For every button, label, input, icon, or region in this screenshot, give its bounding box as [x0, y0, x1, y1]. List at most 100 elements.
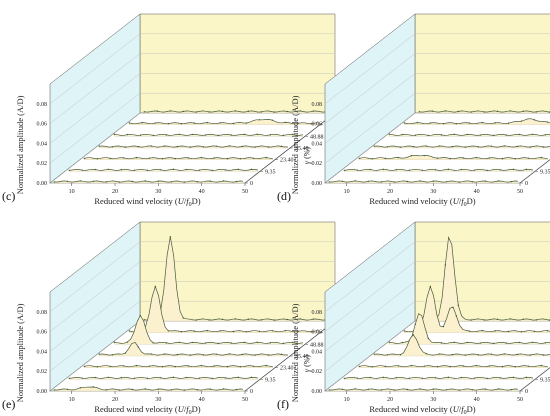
data-point [436, 366, 439, 368]
data-point [444, 110, 447, 112]
y-tick-label: 0.02 [312, 161, 323, 167]
data-point [191, 341, 194, 344]
series-line [404, 118, 550, 125]
data-point [226, 157, 229, 160]
data-point [139, 134, 142, 136]
data-point [250, 376, 253, 379]
data-point [241, 353, 244, 356]
data-point [490, 353, 493, 355]
y-tick-label: 0.02 [312, 369, 323, 375]
data-point [105, 181, 108, 183]
data-point [410, 364, 413, 367]
data-point [169, 110, 172, 112]
data-point [250, 168, 253, 171]
data-point [230, 342, 233, 344]
data-point [341, 388, 344, 390]
data-point [180, 122, 183, 125]
data-point [83, 365, 86, 368]
data-point [235, 180, 238, 183]
series-tick-label: 0 [250, 389, 253, 395]
depth-axis [244, 320, 336, 392]
data-point [260, 111, 263, 113]
depth-axis-label: γ (%) [303, 147, 312, 164]
x-axis-label: Reduced wind velocity (U/f0D) [94, 404, 200, 416]
y-axis-label: Normalized amplitude (A/D) [290, 95, 300, 194]
data-point [503, 145, 506, 147]
data-point [328, 389, 331, 391]
data-point [230, 134, 233, 136]
data-point [514, 158, 517, 160]
data-point [154, 285, 157, 288]
data-point [211, 169, 214, 172]
data-point [124, 146, 127, 148]
x-tick-label: 30 [430, 189, 436, 195]
data-point [438, 145, 441, 147]
data-point [124, 352, 127, 354]
data-point [258, 119, 261, 121]
data-point [343, 169, 346, 172]
series-tick-label: 0 [525, 389, 528, 395]
data-point [150, 353, 153, 355]
data-point [232, 330, 235, 333]
data-point [245, 122, 248, 124]
data-point [444, 264, 447, 266]
data-point [442, 122, 445, 125]
data-point [133, 169, 136, 172]
data-point [273, 111, 276, 113]
data-point [217, 134, 220, 137]
data-point [193, 330, 196, 332]
data-point [501, 365, 504, 368]
data-point [211, 377, 214, 380]
chart-panel-1: 0.000.020.040.060.08102030405010064.3648… [2, 13, 349, 208]
series-line [329, 388, 518, 391]
x-tick-label: 40 [474, 397, 480, 403]
data-point [354, 180, 357, 182]
data-point [399, 146, 402, 148]
data-point [224, 169, 227, 171]
data-point [224, 377, 227, 379]
data-point [234, 318, 237, 320]
y-gridline [49, 281, 335, 352]
data-point [410, 155, 413, 157]
data-point [464, 354, 467, 356]
data-point [79, 387, 82, 389]
data-point [369, 376, 372, 379]
data-point [189, 354, 192, 356]
data-point [176, 353, 179, 356]
data-point [135, 364, 138, 367]
data-point [525, 376, 528, 379]
data-point [68, 169, 71, 172]
data-point [483, 319, 486, 321]
data-point [189, 146, 192, 148]
data-point [178, 133, 181, 136]
y-gridline [324, 281, 550, 352]
data-point [497, 388, 500, 390]
data-point [243, 133, 246, 136]
data-point [96, 366, 99, 368]
data-point [247, 318, 250, 320]
data-point [161, 158, 164, 160]
data-point [157, 180, 160, 182]
data-point [384, 365, 387, 368]
series-line [359, 365, 548, 368]
data-point [421, 377, 424, 380]
data-point [256, 341, 259, 343]
series-line [114, 314, 303, 344]
data-point [453, 133, 456, 136]
data-point [165, 134, 168, 136]
data-point [412, 334, 415, 336]
series-line [144, 236, 333, 321]
x-tick-label: 20 [387, 397, 393, 403]
data-point [510, 388, 513, 391]
y-gridline [324, 53, 550, 124]
data-point [269, 342, 272, 344]
data-point [509, 110, 512, 112]
series-tick-label: 48.88 [310, 342, 324, 348]
data-point [148, 157, 151, 159]
y-gridline [49, 261, 335, 332]
data-point [427, 337, 430, 340]
data-point [451, 145, 454, 148]
series-tick-label: 35.48 [295, 354, 309, 360]
data-point [81, 377, 84, 379]
data-point [481, 121, 484, 124]
